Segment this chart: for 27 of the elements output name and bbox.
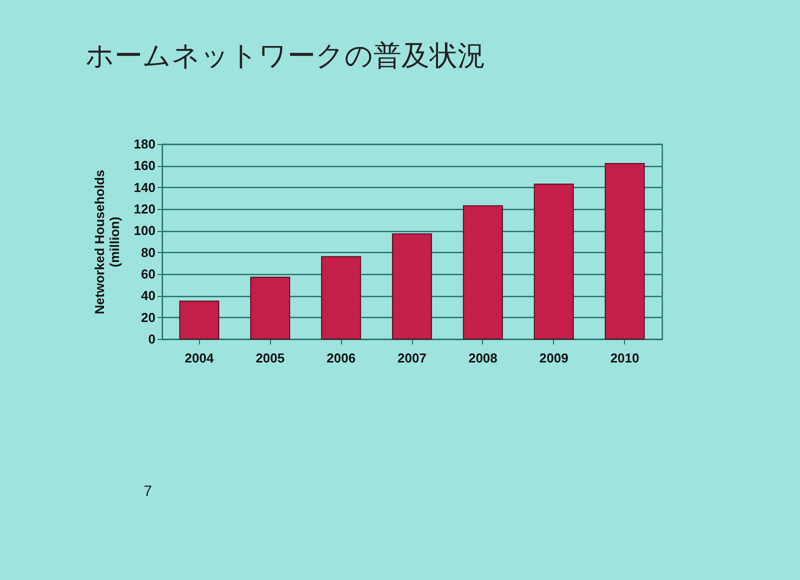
- y-tick-label: 160: [134, 158, 156, 174]
- y-tick-label: 40: [141, 288, 156, 304]
- y-tick-label: 180: [134, 136, 156, 152]
- bar: [462, 205, 503, 340]
- chart-title: ホームネットワークの普及状況: [85, 39, 486, 72]
- bar: [604, 163, 645, 340]
- bar: [321, 256, 362, 340]
- y-tick-label: 140: [134, 180, 156, 195]
- y-tick-label: 60: [141, 266, 156, 282]
- x-tick-label: 2005: [256, 350, 285, 366]
- y-axis-title: Networked Households (million): [92, 170, 122, 314]
- y-tick-label: 20: [141, 310, 156, 325]
- y-tick-label: 120: [134, 202, 156, 216]
- x-tick-label: 2004: [184, 350, 214, 366]
- bar: [534, 184, 574, 340]
- text: 7: [144, 483, 152, 500]
- x-tick-label: 2006: [326, 350, 356, 366]
- y-tick-label: 80: [141, 244, 156, 260]
- x-tick-label: 2010: [610, 350, 640, 366]
- x-tick-label: 2009: [539, 350, 568, 366]
- x-tick-label: 2007: [398, 350, 426, 366]
- bar: [179, 300, 220, 340]
- bar: [250, 276, 290, 340]
- x-tick-label: 2008: [468, 350, 498, 366]
- bar: [392, 233, 432, 340]
- y-tick-label: 0: [148, 332, 156, 346]
- y-tick-label: 100: [134, 223, 156, 238]
